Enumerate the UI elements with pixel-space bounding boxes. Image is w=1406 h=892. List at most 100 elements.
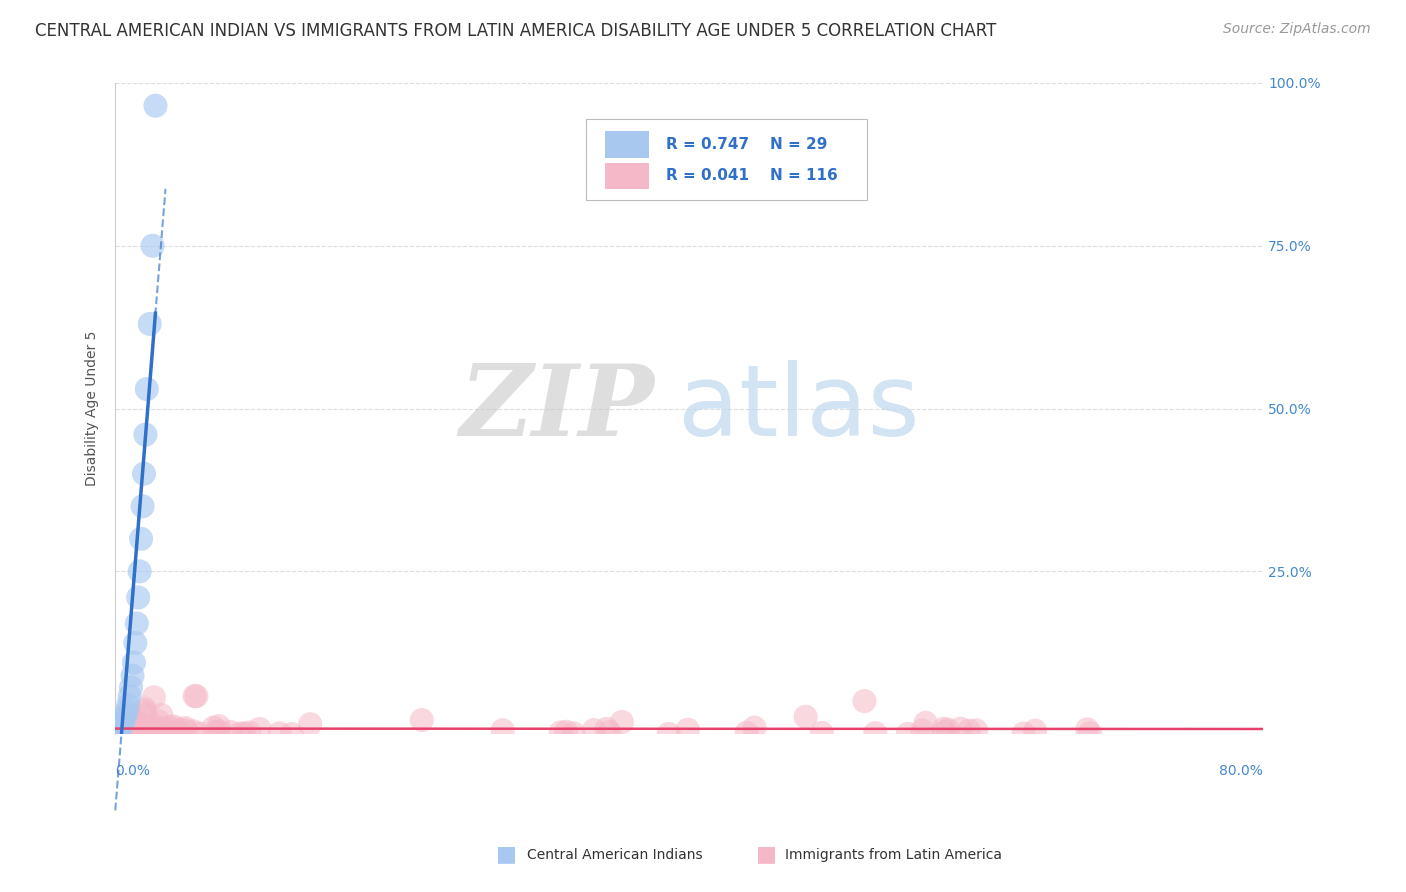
Point [114,727,136,741]
Point [120,724,142,739]
Point [115,705,138,719]
Point [562,726,585,740]
Point [134,427,156,442]
Point [104,727,127,741]
Point [134,707,156,722]
FancyBboxPatch shape [606,163,650,189]
Point [104,727,127,741]
Point [120,717,142,731]
Point [129,723,152,737]
Point [110,726,132,740]
Point [167,723,190,737]
Point [134,701,156,715]
Point [129,726,152,740]
Text: Immigrants from Latin America: Immigrants from Latin America [785,847,1001,862]
Point [131,720,153,734]
Point [229,726,252,740]
Point [138,317,160,331]
Point [104,727,127,741]
Point [936,723,959,737]
Point [125,713,148,727]
Point [865,726,887,740]
Point [121,668,143,682]
Point [131,727,153,741]
Point [238,725,260,739]
Point [105,725,128,739]
Point [132,725,155,739]
Point [249,722,271,736]
Point [550,725,572,739]
Point [911,723,934,738]
Point [132,726,155,740]
Point [1024,723,1046,738]
Point [1012,726,1035,740]
Point [965,723,987,738]
Point [491,723,513,738]
Point [411,713,433,727]
Point [853,694,876,708]
Y-axis label: Disability Age Under 5: Disability Age Under 5 [86,331,100,486]
Point [135,382,157,396]
Text: 0.0%: 0.0% [115,764,150,778]
Point [110,726,132,740]
Point [138,721,160,735]
Point [145,99,167,113]
Point [111,716,134,731]
Point [115,725,138,739]
Point [134,705,156,719]
Point [132,467,155,481]
Point [118,725,141,739]
Point [162,719,184,733]
Point [107,723,129,738]
Text: ■: ■ [756,845,776,864]
Point [105,726,128,740]
Point [207,724,229,739]
Point [117,698,139,712]
Point [114,718,136,732]
Point [143,720,166,734]
Text: N = 29: N = 29 [769,137,827,152]
Point [131,500,153,514]
Point [932,722,955,736]
Text: N = 116: N = 116 [769,169,838,184]
Point [957,723,980,738]
Point [128,719,150,733]
Point [124,727,146,741]
Point [949,722,972,736]
Point [583,723,606,738]
Point [124,636,146,650]
Point [163,726,186,740]
Point [127,726,149,740]
Point [595,722,617,736]
Point [159,727,181,741]
Point [207,724,229,739]
Point [122,716,145,731]
Point [124,727,146,741]
Point [129,723,152,738]
Point [676,723,699,737]
Point [104,727,127,741]
Point [174,721,197,735]
Point [112,722,135,736]
Point [148,714,170,729]
Point [120,724,142,739]
Point [115,723,138,737]
Point [121,725,143,739]
Point [121,726,143,740]
Point [162,727,184,741]
Point [138,723,160,738]
Point [118,720,141,734]
Point [107,726,129,740]
Point [934,725,956,739]
Point [169,726,191,740]
Text: R = 0.041: R = 0.041 [666,169,749,184]
Text: CENTRAL AMERICAN INDIAN VS IMMIGRANTS FROM LATIN AMERICA DISABILITY AGE UNDER 5 : CENTRAL AMERICAN INDIAN VS IMMIGRANTS FR… [35,22,997,40]
Point [153,724,176,739]
Point [124,726,146,740]
Point [159,720,181,734]
Point [610,715,633,730]
Point [555,724,578,739]
Point [173,723,195,737]
Point [129,532,152,546]
Point [735,726,758,740]
